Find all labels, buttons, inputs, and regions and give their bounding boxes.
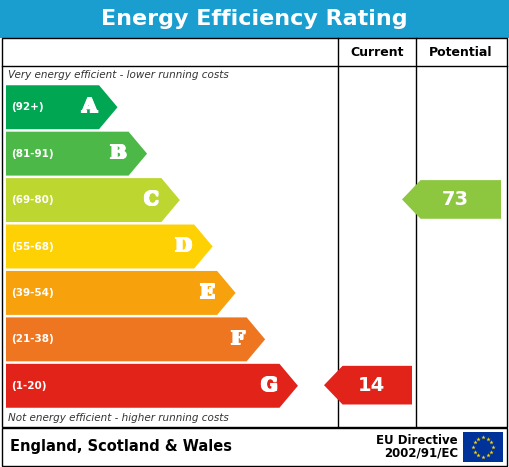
Text: Not energy efficient - higher running costs: Not energy efficient - higher running co…: [8, 413, 229, 423]
Text: G: G: [259, 376, 276, 394]
Text: B: B: [110, 145, 126, 163]
Polygon shape: [324, 366, 412, 404]
Text: G: G: [261, 376, 277, 394]
Text: E: E: [200, 285, 215, 303]
Text: A: A: [81, 99, 96, 117]
Text: G: G: [261, 378, 277, 396]
Text: G: G: [261, 377, 277, 395]
Text: D: D: [174, 238, 190, 256]
Text: (92+): (92+): [11, 102, 44, 112]
Text: (1-20): (1-20): [11, 381, 46, 391]
Text: E: E: [199, 283, 213, 301]
Text: F: F: [229, 330, 243, 347]
Text: (39-54): (39-54): [11, 288, 54, 298]
Bar: [0, 0, 509, 38]
Text: 14: 14: [358, 375, 385, 395]
Text: G: G: [260, 377, 276, 395]
Text: EU Directive: EU Directive: [376, 434, 458, 447]
Text: D: D: [174, 238, 190, 255]
Text: F: F: [229, 331, 243, 349]
Text: A: A: [82, 98, 97, 116]
Text: D: D: [174, 237, 190, 255]
Polygon shape: [6, 318, 265, 361]
Text: E: E: [200, 285, 214, 303]
Polygon shape: [6, 271, 236, 315]
Text: E: E: [200, 284, 214, 302]
Text: B: B: [108, 144, 125, 162]
Text: C: C: [142, 191, 158, 209]
Text: A: A: [80, 99, 95, 117]
Text: (81-91): (81-91): [11, 149, 53, 159]
Text: F: F: [230, 330, 244, 348]
Polygon shape: [6, 364, 298, 408]
Text: (55-68): (55-68): [11, 241, 54, 252]
Text: England, Scotland & Wales: England, Scotland & Wales: [10, 439, 232, 454]
Text: G: G: [260, 378, 276, 396]
Text: D: D: [175, 237, 192, 255]
Text: Energy Efficiency Rating: Energy Efficiency Rating: [101, 9, 408, 29]
Text: D: D: [174, 237, 191, 255]
Polygon shape: [6, 85, 118, 129]
Text: B: B: [108, 145, 125, 163]
Text: C: C: [144, 190, 159, 208]
Text: F: F: [230, 331, 244, 349]
Text: F: F: [229, 330, 243, 348]
Text: D: D: [174, 238, 191, 255]
Text: B: B: [109, 144, 126, 162]
Text: E: E: [199, 285, 213, 303]
Text: C: C: [142, 192, 158, 210]
Polygon shape: [6, 178, 180, 222]
Text: A: A: [80, 98, 95, 116]
Text: Current: Current: [350, 45, 404, 58]
Text: F: F: [231, 331, 244, 349]
Text: F: F: [231, 330, 244, 347]
Text: A: A: [81, 98, 96, 116]
Text: C: C: [144, 192, 159, 210]
Text: C: C: [144, 191, 159, 209]
Polygon shape: [402, 180, 501, 219]
Text: G: G: [260, 376, 276, 394]
Text: F: F: [230, 330, 244, 347]
Text: E: E: [200, 283, 214, 301]
Text: Potential: Potential: [429, 45, 492, 58]
Text: A: A: [82, 99, 97, 117]
Text: C: C: [142, 190, 158, 208]
Text: B: B: [110, 144, 126, 162]
Polygon shape: [6, 225, 213, 269]
Text: E: E: [200, 283, 215, 301]
Text: B: B: [109, 145, 126, 163]
Text: F: F: [231, 330, 244, 348]
Text: 73: 73: [442, 190, 469, 209]
Text: D: D: [175, 238, 192, 255]
Text: B: B: [108, 145, 125, 163]
Text: 2002/91/EC: 2002/91/EC: [384, 446, 458, 460]
Bar: [463, 432, 503, 462]
Text: A: A: [81, 98, 96, 115]
Text: G: G: [259, 378, 276, 396]
Text: C: C: [143, 190, 158, 208]
Text: C: C: [143, 191, 158, 209]
Text: E: E: [199, 284, 213, 302]
Text: D: D: [174, 238, 191, 256]
Text: (69-80): (69-80): [11, 195, 53, 205]
Text: (21-38): (21-38): [11, 334, 54, 344]
Text: Very energy efficient - lower running costs: Very energy efficient - lower running co…: [8, 70, 229, 80]
Text: D: D: [175, 238, 192, 256]
Text: A: A: [82, 98, 97, 115]
Text: G: G: [259, 377, 276, 395]
Text: E: E: [200, 284, 215, 302]
Text: A: A: [80, 98, 95, 115]
Bar: [2, 428, 507, 466]
Polygon shape: [6, 132, 147, 176]
Text: B: B: [109, 145, 126, 163]
Bar: [2, 38, 507, 427]
Text: C: C: [143, 192, 158, 210]
Text: B: B: [110, 145, 126, 163]
